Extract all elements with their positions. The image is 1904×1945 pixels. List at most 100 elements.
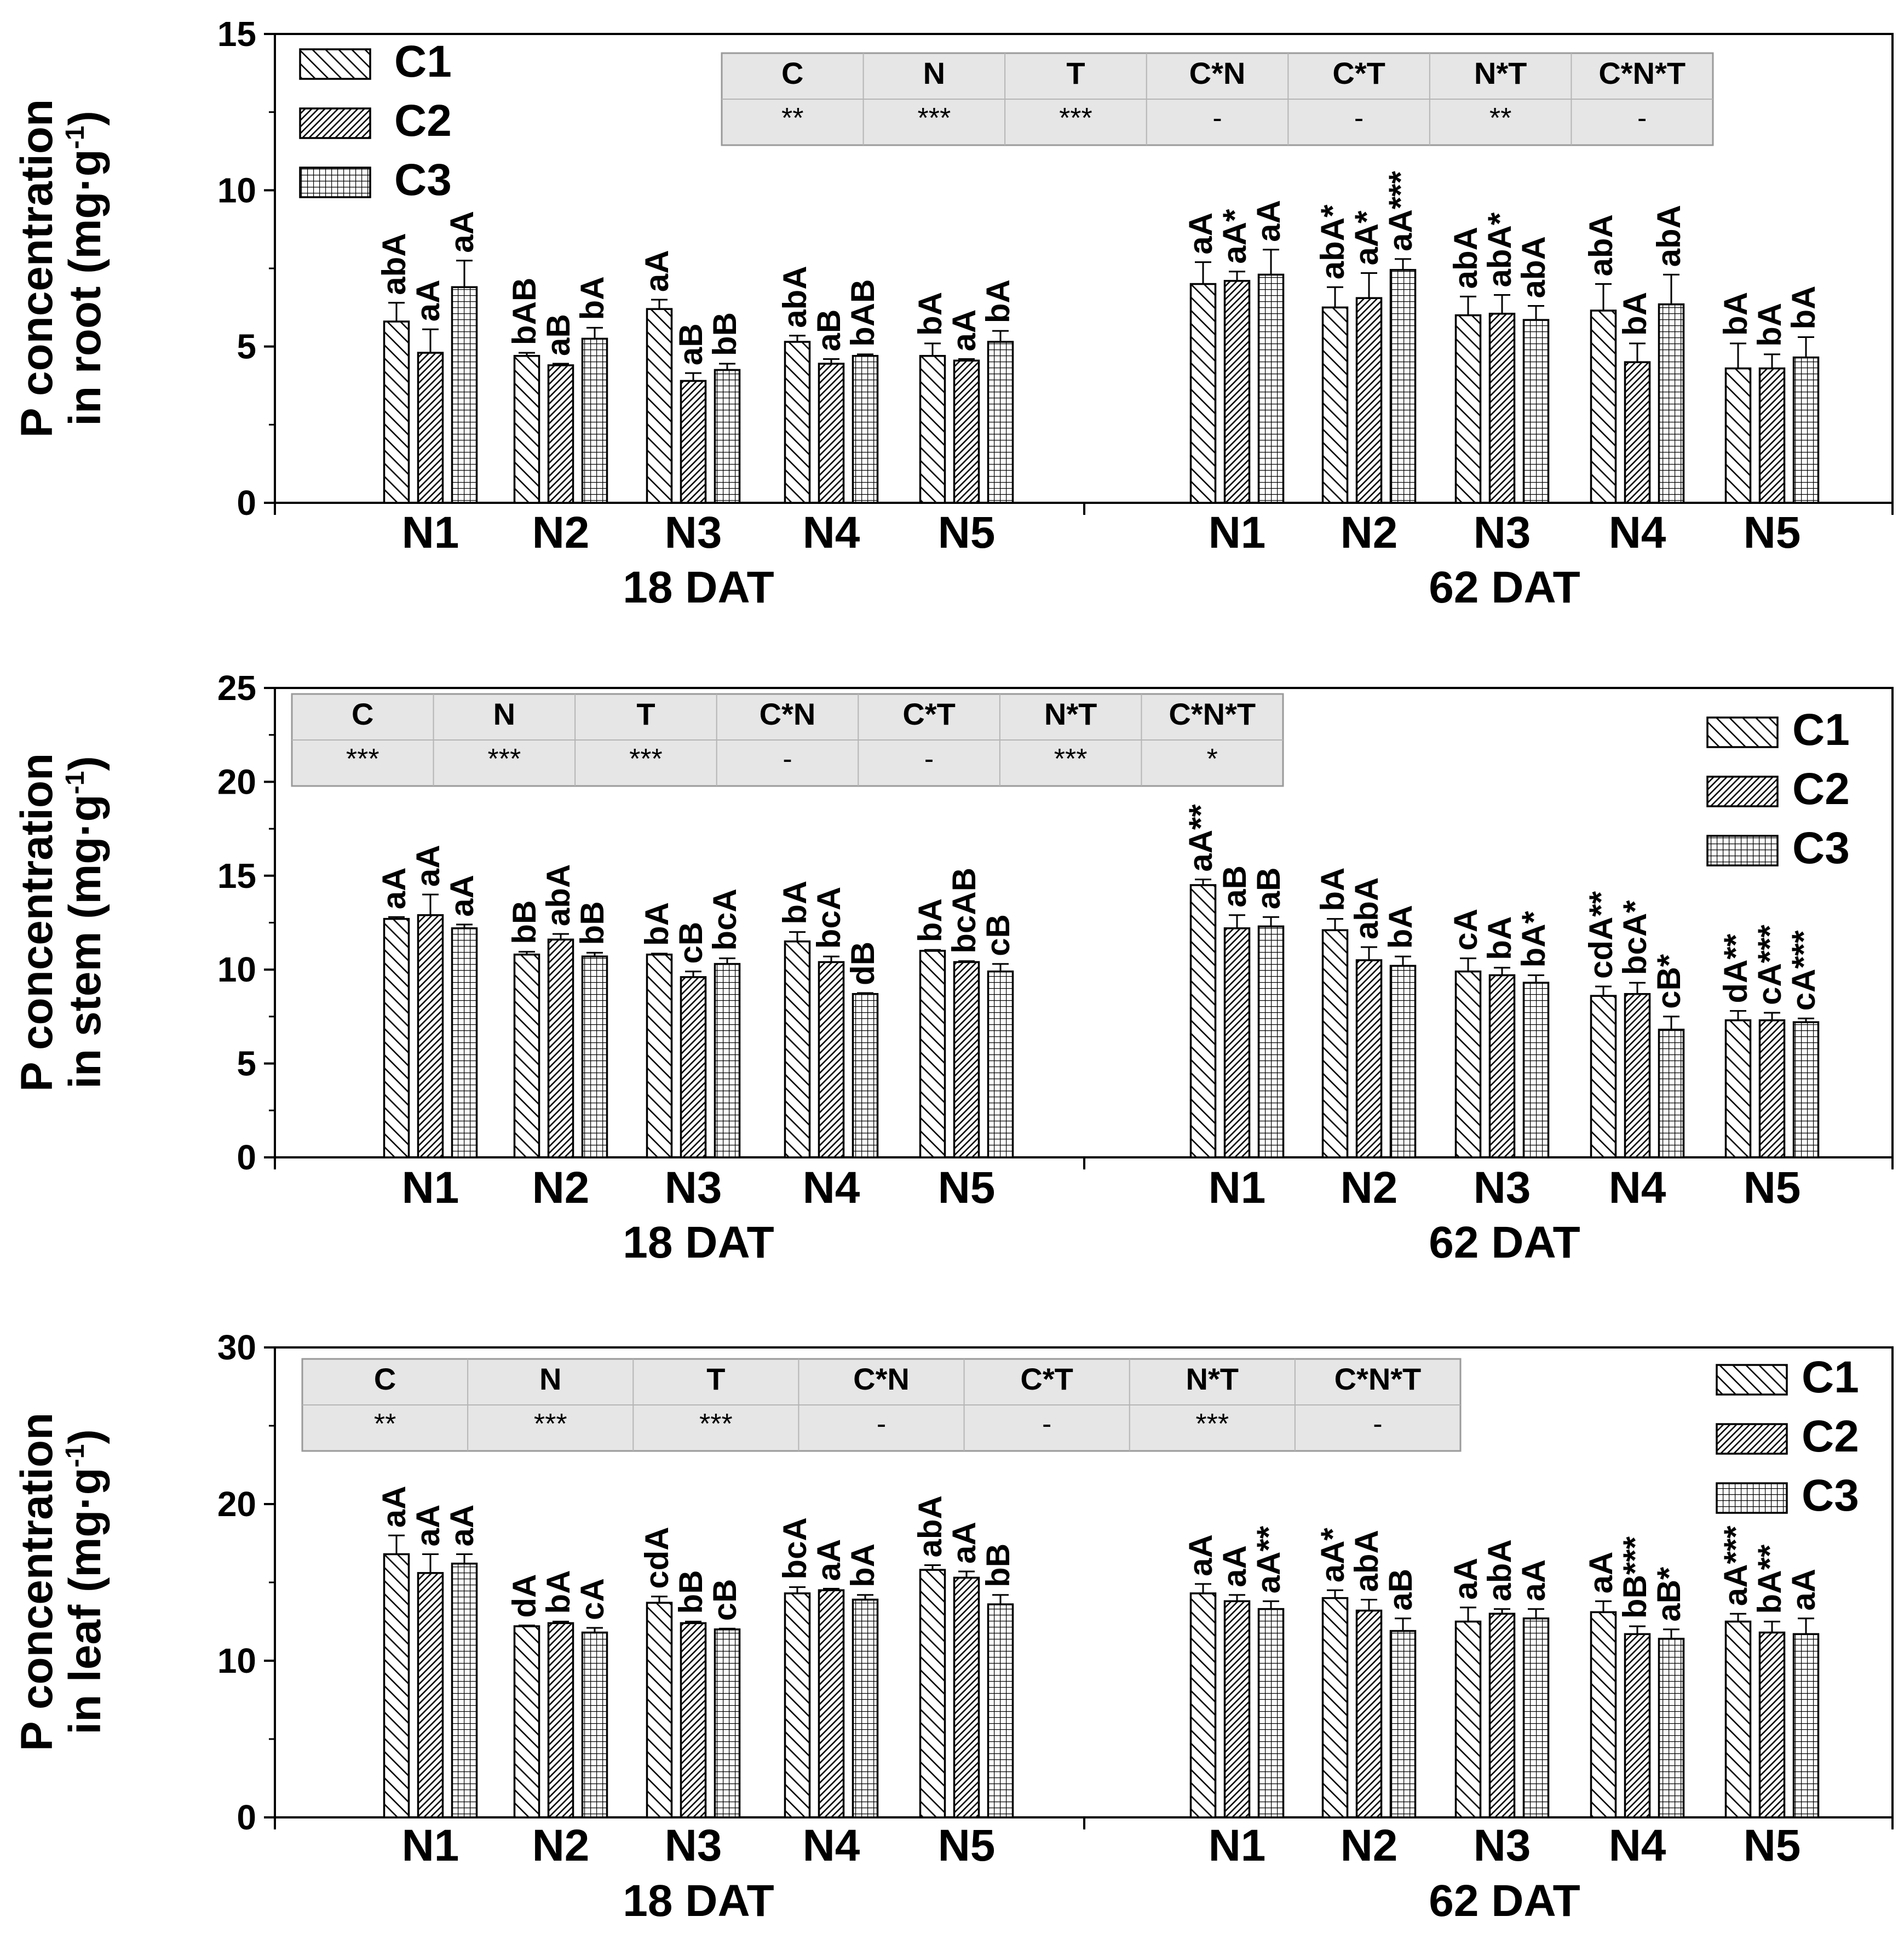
significance-label: aA <box>444 1505 480 1547</box>
legend-label: C1 <box>1792 705 1850 755</box>
anova-header: C*N*T <box>1334 1362 1422 1396</box>
significance-label: bcA <box>776 1517 813 1579</box>
bar-c1 <box>1724 367 1752 504</box>
significance-label: aA <box>810 1539 847 1581</box>
y-tick-label: 0 <box>237 483 256 523</box>
anova-header: C*N <box>1189 56 1246 90</box>
significance-label: cdA** <box>1583 891 1619 979</box>
x-category-label: N2 <box>532 1163 590 1213</box>
legend-swatch-c3 <box>299 167 371 198</box>
anova-value: - <box>1212 102 1222 134</box>
bar-c3 <box>1257 1608 1285 1818</box>
significance-label: bB <box>574 901 611 945</box>
y-tick-label: 15 <box>217 14 256 54</box>
y-tick-label: 10 <box>217 1641 256 1680</box>
bar-c2 <box>680 1622 707 1818</box>
bar-c3 <box>1658 1029 1685 1158</box>
x-category-label: N3 <box>665 1821 722 1871</box>
significance-label: abA <box>776 266 813 328</box>
x-group-label: 18 DAT <box>623 1218 774 1267</box>
significance-label: aA <box>376 868 412 910</box>
bar-c3 <box>1522 1617 1550 1818</box>
bar-c2 <box>547 1622 574 1818</box>
bar-c1 <box>919 950 946 1158</box>
significance-label: aB <box>1250 868 1287 910</box>
bar-c2 <box>547 938 574 1158</box>
bar-c3 <box>1522 982 1550 1158</box>
bar-c3 <box>1658 1638 1685 1818</box>
y-tick-label: 20 <box>217 1484 256 1524</box>
anova-header: C*N <box>853 1362 910 1396</box>
significance-label: cA <box>574 1578 611 1620</box>
significance-label: abA <box>376 233 412 295</box>
y-axis-label-prefix: in root (mg <box>60 192 110 426</box>
anova-value: *** <box>1195 1408 1229 1440</box>
bar-c2 <box>1223 280 1251 504</box>
x-group-label: 18 DAT <box>623 1876 774 1926</box>
significance-label: abA <box>1481 1539 1518 1601</box>
bar-c1 <box>1189 1592 1217 1818</box>
significance-label: bA <box>1717 292 1754 336</box>
y-axis-label-exp: -1 <box>61 771 90 795</box>
y-tick-label: 25 <box>217 668 256 708</box>
bar-c1 <box>1189 283 1217 504</box>
bar-c3 <box>714 963 741 1158</box>
significance-label: cB <box>980 914 1016 956</box>
bar-c3 <box>1522 319 1550 504</box>
bar-c3 <box>987 970 1014 1158</box>
bar-c2 <box>1758 1631 1786 1818</box>
bar-c3 <box>714 1628 741 1818</box>
bar-c1 <box>513 954 540 1158</box>
bar-c1 <box>1724 1620 1752 1818</box>
bar-c3 <box>1389 965 1417 1158</box>
significance-label: bA <box>912 292 948 336</box>
significance-label: aA <box>444 211 480 253</box>
legend-swatch-c1 <box>1706 716 1779 748</box>
significance-label: bA <box>574 276 611 320</box>
bar-c2 <box>953 359 980 504</box>
anova-header: N*T <box>1186 1362 1239 1396</box>
legend-swatch-c3 <box>1716 1482 1788 1514</box>
anova-header: C*N <box>760 697 816 731</box>
y-axis-label-close: ) <box>60 111 110 125</box>
y-tick-label: 10 <box>217 170 256 210</box>
bar-c2 <box>417 352 444 504</box>
anova-value: - <box>1637 102 1647 134</box>
x-category-label: N4 <box>803 1821 860 1871</box>
significance-label: bAB <box>506 278 543 345</box>
bar-c3 <box>1389 1630 1417 1818</box>
bar-c1 <box>1590 1611 1617 1818</box>
significance-label: abA <box>1650 205 1687 267</box>
bar-c2 <box>680 976 707 1158</box>
significance-label: bcA <box>706 888 743 950</box>
x-group-label: 62 DAT <box>1429 563 1580 612</box>
legend-swatch-c1 <box>299 48 371 80</box>
x-category-label: N1 <box>402 508 459 558</box>
significance-label: aA** <box>1182 804 1219 872</box>
x-category-label: N1 <box>402 1821 459 1871</box>
bar-c3 <box>1658 303 1685 504</box>
significance-label: cA*** <box>1751 925 1788 1005</box>
x-category-label: N1 <box>1209 1163 1266 1213</box>
bar-c3 <box>451 286 478 504</box>
x-category-label: N3 <box>1474 508 1531 558</box>
anova-header: T <box>1066 56 1085 90</box>
y-tick-label: 10 <box>217 950 256 989</box>
bar-c2 <box>1624 1633 1651 1818</box>
x-category-label: N2 <box>1341 1163 1398 1213</box>
y-axis-label-prefix: in leaf (mg <box>60 1510 110 1735</box>
significance-label: cdA <box>638 1527 675 1588</box>
bar-c3 <box>852 355 879 504</box>
anova-value: - <box>1354 102 1364 134</box>
anova-table: C ** N *** T *** C*N - C*T - N*T ** C*N*T - <box>721 52 1714 146</box>
bar-c1 <box>784 940 811 1158</box>
significance-label: aB <box>810 309 847 352</box>
y-axis-label-close: ) <box>60 1429 110 1444</box>
legend: C1 C2 C3 <box>299 37 452 205</box>
significance-label: bA <box>1382 905 1419 949</box>
legend-label: C1 <box>1802 1352 1859 1402</box>
significance-label: aB <box>1382 1569 1419 1611</box>
y-axis-label-dot: · <box>60 1495 110 1510</box>
